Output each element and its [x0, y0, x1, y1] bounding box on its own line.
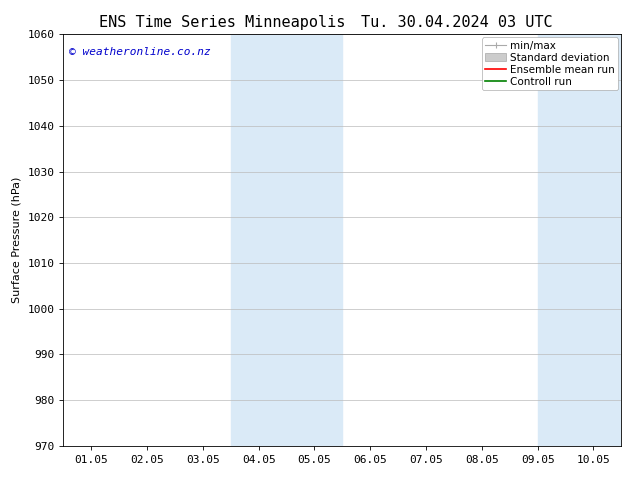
Text: Tu. 30.04.2024 03 UTC: Tu. 30.04.2024 03 UTC: [361, 15, 552, 30]
Bar: [231, 34, 342, 446]
Bar: [538, 34, 621, 446]
Legend: min/max, Standard deviation, Ensemble mean run, Controll run: min/max, Standard deviation, Ensemble me…: [482, 37, 618, 90]
Y-axis label: Surface Pressure (hPa): Surface Pressure (hPa): [12, 177, 22, 303]
Text: ENS Time Series Minneapolis: ENS Time Series Minneapolis: [99, 15, 345, 30]
Text: © weatheronline.co.nz: © weatheronline.co.nz: [69, 47, 210, 57]
